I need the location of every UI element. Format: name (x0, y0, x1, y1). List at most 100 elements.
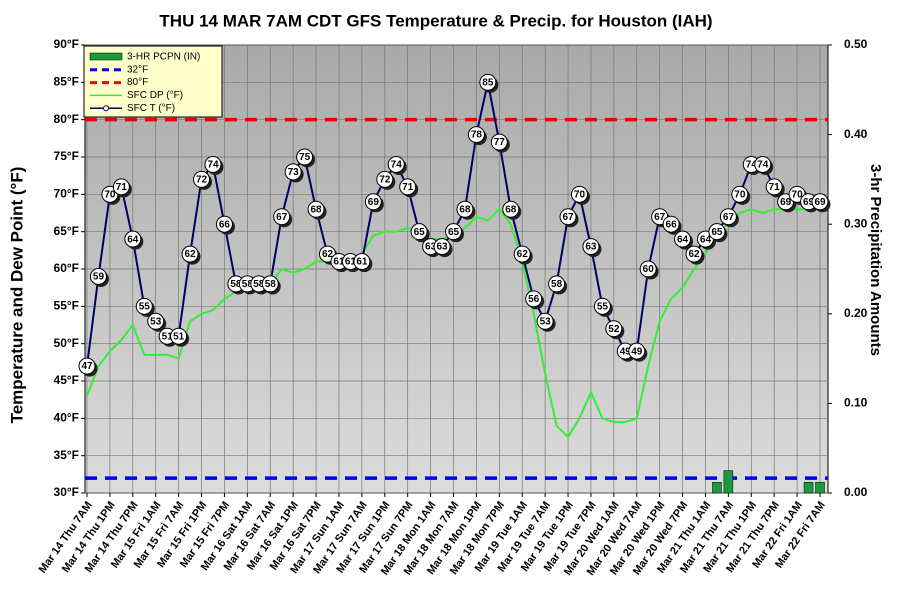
data-label: 64 (677, 234, 689, 245)
marker (204, 155, 222, 173)
data-label: 67 (562, 212, 574, 223)
marker (502, 200, 520, 218)
data-label: 66 (219, 219, 231, 230)
marker (433, 238, 451, 256)
data-label: 62 (688, 249, 700, 260)
legend-label: SFC T (°F) (127, 103, 175, 114)
data-label: 68 (505, 204, 517, 215)
data-label: 47 (81, 361, 93, 372)
data-label: 71 (402, 182, 414, 193)
data-label: 69 (803, 197, 815, 208)
data-label: 69 (814, 197, 826, 208)
marker (112, 178, 130, 196)
data-label: 58 (230, 279, 242, 290)
marker (89, 267, 107, 285)
data-label: 77 (494, 137, 506, 148)
y-axis-label: Temperature and Dew Point (°F) (7, 167, 26, 424)
marker (193, 170, 211, 188)
chart-title: THU 14 MAR 7AM CDT GFS Temperature & Pre… (159, 11, 712, 30)
data-label: 58 (253, 279, 265, 290)
y-tick-label: 75°F (54, 149, 79, 163)
data-label: 58 (265, 279, 277, 290)
y2-axis-label: 3-hr Precipitation Amounts (867, 164, 884, 356)
legend-label: 3-HR PCPN (IN) (127, 52, 200, 63)
legend-label: SFC DP (°F) (127, 90, 183, 101)
marker (353, 253, 371, 271)
marker (731, 185, 749, 203)
data-label: 65 (711, 227, 723, 238)
marker (410, 223, 428, 241)
y-tick-label: 80°F (54, 112, 79, 126)
data-label: 70 (574, 189, 586, 200)
y-tick-label: 50°F (54, 336, 79, 350)
precip-bar (723, 470, 734, 494)
marker (147, 312, 165, 330)
data-label: 56 (528, 294, 540, 305)
marker (284, 163, 302, 181)
marker (662, 215, 680, 233)
data-label: 74 (757, 160, 769, 171)
data-label: 67 (276, 212, 288, 223)
marker (479, 73, 497, 91)
data-label: 71 (116, 182, 128, 193)
data-label: 66 (666, 219, 678, 230)
marker (605, 320, 623, 338)
marker (124, 230, 142, 248)
data-label: 60 (643, 264, 655, 275)
data-label: 70 (104, 189, 116, 200)
y-tick-label: 90°F (54, 37, 79, 51)
marker (364, 193, 382, 211)
marker (548, 275, 566, 293)
marker (273, 208, 291, 226)
marker (399, 178, 417, 196)
y-tick-label: 40°F (54, 411, 79, 425)
marker (376, 170, 394, 188)
y-tick-label: 55°F (54, 299, 79, 313)
y-tick-label: 35°F (54, 448, 79, 462)
marker (467, 126, 485, 144)
y2-tick-label: 0.00 (844, 485, 868, 499)
marker (445, 223, 462, 241)
data-label: 85 (482, 77, 494, 88)
marker (170, 327, 188, 345)
y-tick-label: 85°F (54, 75, 79, 89)
marker (582, 238, 600, 256)
data-label: 67 (723, 212, 735, 223)
marker (719, 208, 737, 226)
marker (261, 275, 279, 293)
data-label: 53 (540, 316, 552, 327)
data-label: 69 (780, 197, 792, 208)
marker (296, 148, 314, 166)
legend: 3-HR PCPN (IN)32°F 80°F SFC DP (°F) SFC T (… (83, 45, 223, 118)
data-label: 49 (631, 346, 643, 357)
y2-tick-label: 0.10 (844, 396, 868, 410)
y-tick-label: 70°F (54, 187, 79, 201)
y2-tick-label: 0.40 (844, 127, 868, 141)
data-label: 58 (551, 279, 563, 290)
data-label: 64 (127, 234, 139, 245)
marker (525, 290, 543, 308)
marker (765, 178, 783, 196)
marker (559, 208, 577, 226)
marker (674, 230, 692, 248)
data-label: 59 (93, 272, 105, 283)
marker (811, 193, 829, 211)
data-label: 61 (345, 257, 357, 268)
marker (181, 245, 199, 263)
legend-label: 80°F (127, 77, 148, 88)
data-label: 51 (173, 331, 185, 342)
marker (456, 200, 474, 218)
marker (754, 155, 772, 173)
data-label: 62 (185, 249, 197, 260)
precip-bar (712, 481, 722, 494)
data-label: 72 (379, 175, 391, 186)
data-label: 64 (700, 234, 712, 245)
data-label: 68 (311, 204, 323, 215)
data-label: 73 (288, 167, 300, 178)
data-label: 74 (207, 160, 219, 171)
y2-tick-label: 0.20 (844, 306, 868, 320)
marker (536, 312, 554, 330)
legend-label: 32°F (127, 64, 148, 75)
